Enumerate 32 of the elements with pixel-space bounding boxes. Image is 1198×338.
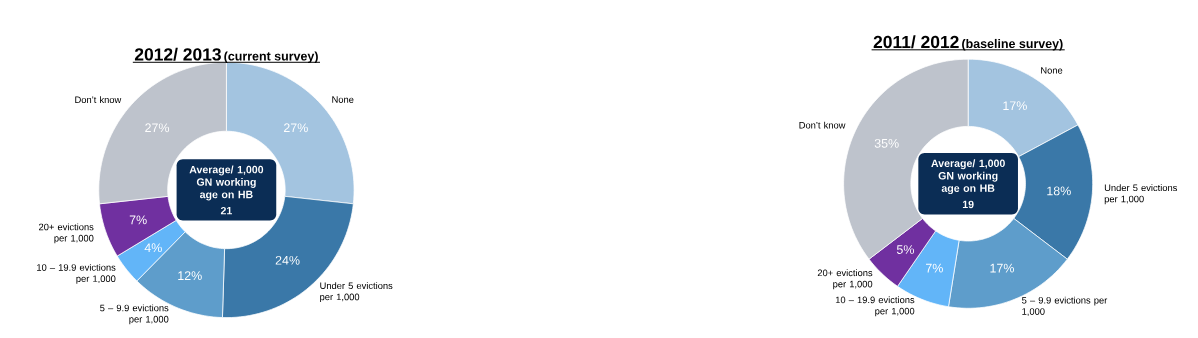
data-label: 35% bbox=[874, 138, 899, 148]
chart-title: 2011/ 2012 bbox=[873, 35, 959, 49]
data-label: 12% bbox=[178, 271, 202, 280]
slice-label: Don’t know bbox=[799, 121, 846, 129]
slice-label: Don’t know bbox=[75, 96, 122, 103]
data-label: 27% bbox=[145, 123, 170, 133]
slice-label: None bbox=[332, 96, 354, 103]
slice-label: 5 – 9.9 evictions per 1,000 bbox=[1022, 296, 1108, 316]
data-label: 27% bbox=[283, 123, 308, 133]
text: 21 bbox=[220, 206, 232, 215]
text: 19 bbox=[962, 200, 974, 209]
text: Average/ 1,000 GN working age on HB bbox=[189, 165, 264, 201]
data-label: 18% bbox=[1047, 186, 1071, 196]
slice-label: None bbox=[1041, 67, 1063, 74]
data-label: 24% bbox=[275, 255, 300, 265]
slice-label: 20+ evictions per 1,000 bbox=[817, 269, 873, 290]
data-label: 17% bbox=[1003, 101, 1027, 110]
data-label: 5% bbox=[896, 245, 914, 254]
data-label: 7% bbox=[926, 263, 943, 273]
chart-title: 2012/ 2013 bbox=[134, 47, 221, 61]
slice-label: 20+ evictions per 1,000 bbox=[39, 223, 94, 244]
chart-subtitle: (current survey) bbox=[224, 51, 318, 63]
slice-label: 5 – 9.9 evictions per 1,000 bbox=[100, 304, 169, 325]
data-label: 7% bbox=[129, 215, 147, 225]
data-label: 17% bbox=[990, 263, 1014, 273]
data-label: 4% bbox=[144, 243, 162, 253]
slice-label: Under 5 evictions per 1,000 bbox=[320, 282, 393, 302]
slice-label: Under 5 evictions per 1,000 bbox=[1104, 184, 1178, 205]
text: Average/ 1,000 GN working age on HB bbox=[931, 159, 1005, 195]
slice-label: 10 – 19.9 evictions per 1,000 bbox=[37, 263, 116, 284]
slice-label: 10 – 19.9 evictions per 1,000 bbox=[835, 296, 915, 317]
chart-subtitle: (baseline survey) bbox=[962, 38, 1063, 51]
